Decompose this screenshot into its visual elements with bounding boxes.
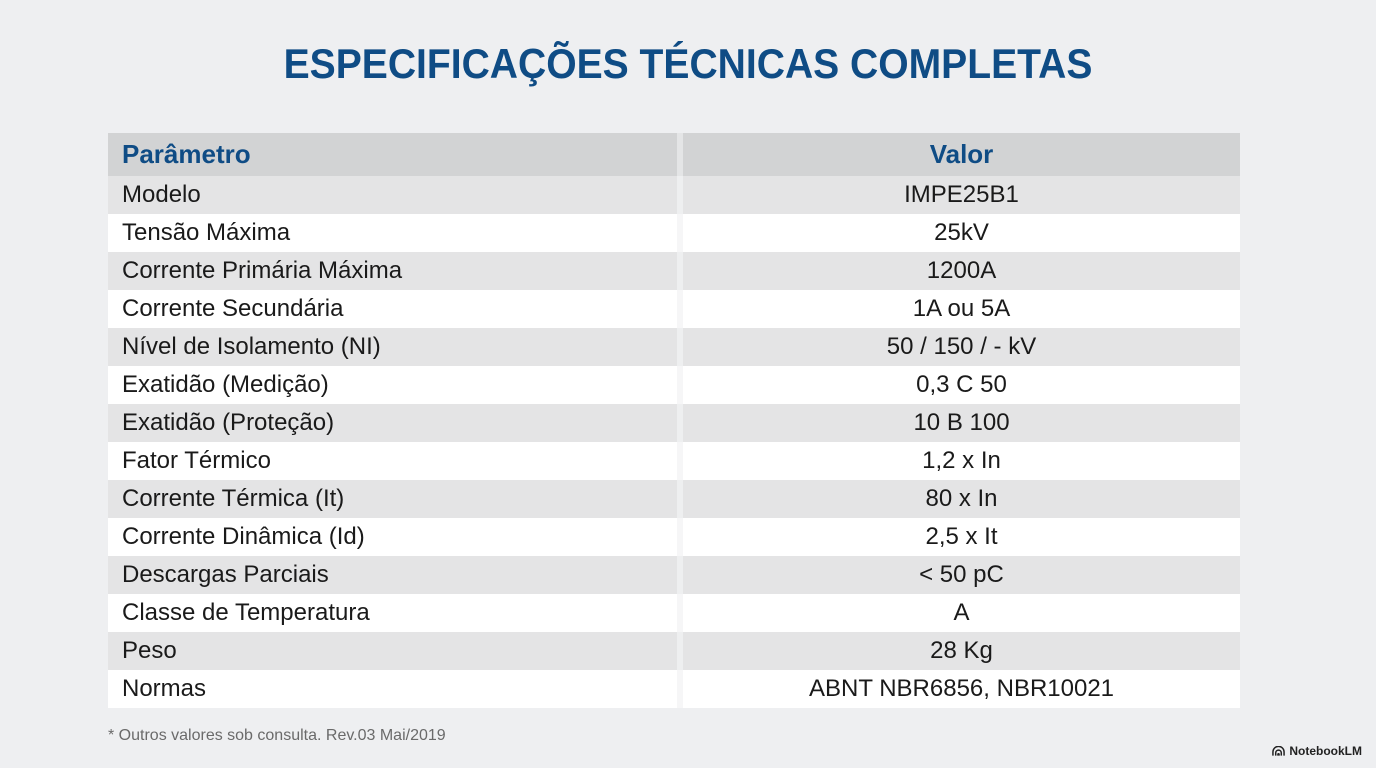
header-value: Valor [683, 133, 1240, 176]
column-divider [677, 480, 683, 518]
row-param: Descargas Parciais [108, 556, 677, 594]
header-param: Parâmetro [108, 133, 677, 176]
table-row: Normas ABNT NBR6856, NBR10021 [108, 670, 1240, 708]
column-divider [677, 176, 683, 214]
row-value: 1,2 x In [683, 442, 1240, 480]
row-value: ABNT NBR6856, NBR10021 [683, 670, 1240, 708]
column-divider [677, 133, 683, 176]
column-divider [677, 328, 683, 366]
row-param: Normas [108, 670, 677, 708]
table-row: Exatidão (Medição) 0,3 C 50 [108, 366, 1240, 404]
table-row: Corrente Primária Máxima 1200A [108, 252, 1240, 290]
row-param: Corrente Secundária [108, 290, 677, 328]
table-row: Corrente Dinâmica (Id) 2,5 x It [108, 518, 1240, 556]
table-row: Tensão Máxima 25kV [108, 214, 1240, 252]
column-divider [677, 632, 683, 670]
table-row: Modelo IMPE25B1 [108, 176, 1240, 214]
column-divider [677, 404, 683, 442]
brand-name: NotebookLM [1289, 744, 1362, 758]
table-row: Corrente Secundária 1A ou 5A [108, 290, 1240, 328]
row-value: 0,3 C 50 [683, 366, 1240, 404]
table-row: Nível de Isolamento (NI) 50 / 150 / - kV [108, 328, 1240, 366]
table-row: Exatidão (Proteção) 10 B 100 [108, 404, 1240, 442]
table-header-row: Parâmetro Valor [108, 133, 1240, 176]
column-divider [677, 670, 683, 708]
column-divider [677, 366, 683, 404]
row-value: 1A ou 5A [683, 290, 1240, 328]
row-param: Fator Térmico [108, 442, 677, 480]
footnote: * Outros valores sob consulta. Rev.03 Ma… [108, 727, 446, 744]
table-row: Classe de Temperatura A [108, 594, 1240, 632]
row-value: 50 / 150 / - kV [683, 328, 1240, 366]
column-divider [677, 442, 683, 480]
column-divider [677, 252, 683, 290]
row-value: < 50 pC [683, 556, 1240, 594]
row-value: 1200A [683, 252, 1240, 290]
table-row: Descargas Parciais < 50 pC [108, 556, 1240, 594]
row-param: Classe de Temperatura [108, 594, 677, 632]
row-value: 25kV [683, 214, 1240, 252]
row-param: Exatidão (Medição) [108, 366, 677, 404]
row-param: Modelo [108, 176, 677, 214]
row-param: Peso [108, 632, 677, 670]
row-value: 80 x In [683, 480, 1240, 518]
column-divider [677, 556, 683, 594]
row-value: 28 Kg [683, 632, 1240, 670]
row-value: 2,5 x It [683, 518, 1240, 556]
column-divider [677, 594, 683, 632]
column-divider [677, 290, 683, 328]
row-param: Tensão Máxima [108, 214, 677, 252]
column-divider [677, 214, 683, 252]
row-value: A [683, 594, 1240, 632]
table-row: Peso 28 Kg [108, 632, 1240, 670]
table-row: Fator Térmico 1,2 x In [108, 442, 1240, 480]
notebooklm-logo-icon [1272, 746, 1286, 756]
notebooklm-watermark: NotebookLM [1272, 744, 1362, 758]
row-param: Corrente Primária Máxima [108, 252, 677, 290]
table-row: Corrente Térmica (It) 80 x In [108, 480, 1240, 518]
specifications-table: Parâmetro Valor Modelo IMPE25B1 Tensão M… [108, 133, 1240, 708]
page-title: ESPECIFICAÇÕES TÉCNICAS COMPLETAS [283, 40, 1093, 87]
row-value: 10 B 100 [683, 404, 1240, 442]
column-divider [677, 518, 683, 556]
row-value: IMPE25B1 [683, 176, 1240, 214]
row-param: Corrente Térmica (It) [108, 480, 677, 518]
row-param: Nível de Isolamento (NI) [108, 328, 677, 366]
row-param: Corrente Dinâmica (Id) [108, 518, 677, 556]
row-param: Exatidão (Proteção) [108, 404, 677, 442]
